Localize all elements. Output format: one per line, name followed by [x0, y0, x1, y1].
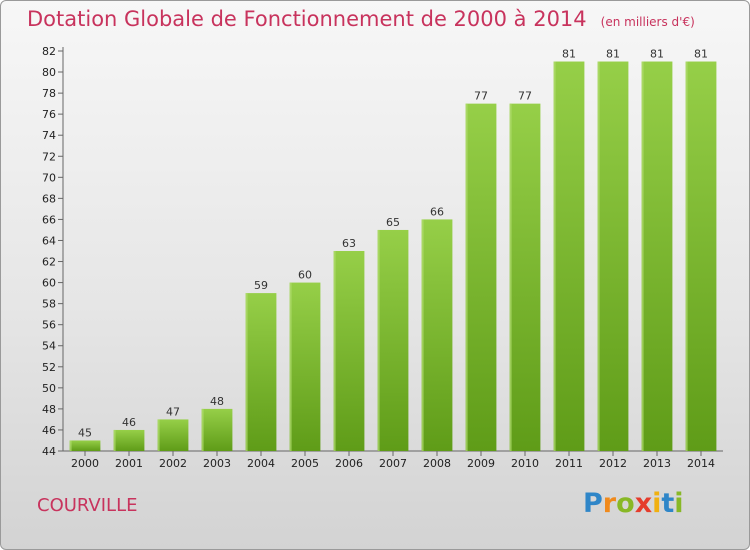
y-tick-label: 82 [42, 45, 56, 58]
data-label: 47 [166, 405, 180, 418]
bar [685, 61, 717, 452]
bar-highlight [201, 408, 204, 451]
y-tick-label: 62 [42, 256, 56, 269]
y-tick-label: 70 [42, 171, 56, 184]
data-label: 60 [298, 269, 312, 282]
x-tick-label: 2009 [467, 457, 495, 470]
data-label: 77 [518, 90, 532, 103]
data-label: 77 [474, 90, 488, 103]
bar-highlight [289, 282, 292, 451]
data-label: 81 [694, 48, 708, 61]
bar [333, 251, 365, 451]
bar [421, 219, 453, 451]
y-tick-label: 46 [42, 424, 56, 437]
x-tick-label: 2006 [335, 457, 363, 470]
y-tick-label: 76 [42, 108, 56, 121]
bar-highlight [641, 61, 644, 452]
data-label: 59 [254, 279, 268, 292]
bar-highlight [421, 219, 424, 451]
proxiti-logo[interactable]: Proxiti [583, 488, 684, 519]
bar [289, 282, 321, 451]
x-tick-label: 2008 [423, 457, 451, 470]
y-tick-label: 56 [42, 319, 56, 332]
data-labels: 45 46 47 48 59 60 63 65 66 77 77 81 81 81 81 [78, 48, 708, 440]
y-tick-label: 44 [42, 445, 56, 458]
x-tick-label: 2011 [555, 457, 583, 470]
y-tick-label: 52 [42, 361, 56, 374]
x-tick-label: 2013 [643, 457, 671, 470]
bars [69, 61, 717, 452]
x-tick-label: 2005 [291, 457, 319, 470]
bar [157, 419, 189, 451]
x-tick-label: 2012 [599, 457, 627, 470]
y-tick-label: 80 [42, 66, 56, 79]
data-label: 46 [122, 416, 136, 429]
bar-highlight [157, 419, 160, 451]
x-tick-label: 2001 [115, 457, 143, 470]
bar-highlight [245, 293, 248, 451]
data-label: 66 [430, 205, 444, 218]
data-label: 81 [562, 48, 576, 61]
y-tick-label: 68 [42, 192, 56, 205]
data-label: 45 [78, 426, 92, 439]
y-tick-label: 74 [42, 129, 56, 142]
y-tick-label: 50 [42, 382, 56, 395]
x-tick-label: 2004 [247, 457, 275, 470]
x-tick-label: 2003 [203, 457, 231, 470]
y-tick-label: 54 [42, 340, 56, 353]
bar [69, 440, 101, 451]
bar-highlight [333, 251, 336, 451]
bar-highlight [685, 61, 688, 452]
bar [597, 61, 629, 452]
bar-highlight [465, 103, 468, 451]
y-tick-label: 72 [42, 150, 56, 163]
bar-highlight [509, 103, 512, 451]
chart-subtitle: (en milliers d'€) [600, 15, 695, 29]
title-row: Dotation Globale de Fonctionnement de 20… [27, 7, 695, 31]
bar [245, 293, 277, 451]
y-tick-label: 58 [42, 298, 56, 311]
bar [553, 61, 585, 452]
chart-title: Dotation Globale de Fonctionnement de 20… [27, 7, 587, 31]
x-tick-label: 2014 [687, 457, 715, 470]
bar-highlight [113, 429, 116, 451]
bar [113, 429, 145, 451]
y-tick-label: 78 [42, 87, 56, 100]
y-tick-label: 60 [42, 277, 56, 290]
x-tick-label: 2010 [511, 457, 539, 470]
data-label: 81 [650, 48, 664, 61]
bar [377, 229, 409, 451]
y-tick-label: 64 [42, 234, 56, 247]
bar-highlight [553, 61, 556, 452]
bar [201, 408, 233, 451]
town-name: COURVILLE [37, 495, 138, 516]
bar [465, 103, 497, 451]
data-label: 63 [342, 237, 356, 250]
data-label: 48 [210, 395, 224, 408]
bar-highlight [377, 229, 380, 451]
x-tick-label: 2000 [71, 457, 99, 470]
x-tick-label: 2002 [159, 457, 187, 470]
bar [641, 61, 673, 452]
bar-highlight [597, 61, 600, 452]
bar-highlight [69, 440, 72, 451]
y-tick-label: 66 [42, 213, 56, 226]
bar [509, 103, 541, 451]
data-label: 65 [386, 216, 400, 229]
data-label: 81 [606, 48, 620, 61]
y-tick-label: 48 [42, 403, 56, 416]
axes: 44 46 48 50 52 54 56 58 60 62 64 66 68 70 72 74 76 78 80 82… [42, 45, 723, 470]
x-tick-label: 2007 [379, 457, 407, 470]
